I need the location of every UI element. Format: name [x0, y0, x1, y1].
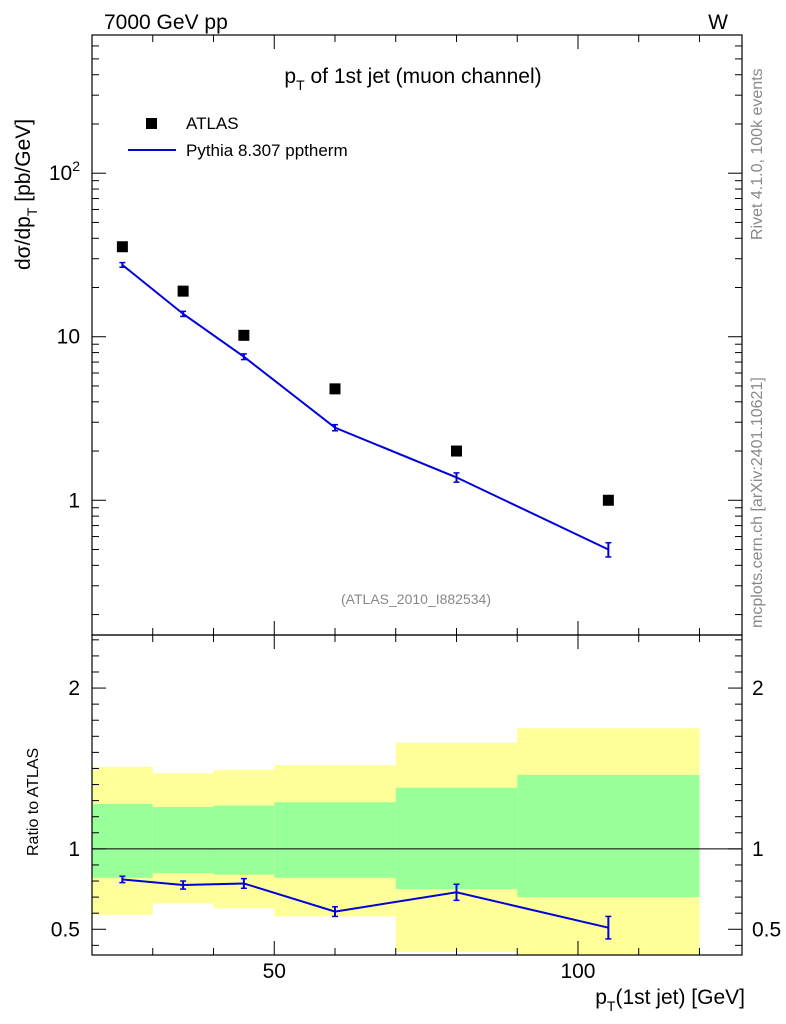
- xlabel-main: p: [595, 986, 607, 1009]
- ratio-tick-label-right: 1: [752, 838, 764, 861]
- ratio-tick-label-left: 1: [68, 838, 80, 861]
- band-stat: [517, 774, 700, 898]
- band-stat: [395, 787, 518, 890]
- ylabel-sub: T: [24, 207, 40, 216]
- data-point: [116, 241, 128, 253]
- ratio-tick-label-left: 0.5: [51, 918, 80, 941]
- source-label: mcplots.cern.ch [arXiv:2401.10621]: [749, 377, 766, 628]
- legend-mc-label: Pythia 8.307 pptherm: [186, 141, 348, 160]
- rivet-label: Rivet 4.1.0, 100k events: [749, 68, 766, 240]
- band-stat: [152, 807, 214, 873]
- title-rest: of 1st jet (muon channel): [305, 65, 542, 88]
- title-sub: T: [296, 77, 305, 93]
- y-axis-label: dσ/dpT [pb/GeV]: [12, 119, 40, 270]
- data-point: [450, 445, 462, 457]
- ylabel-main: dσ/dp: [12, 216, 35, 270]
- data-series: [116, 241, 614, 506]
- ratio-line: [122, 878, 609, 929]
- plot-frames: [91, 34, 743, 956]
- ratio-frame: [91, 634, 743, 956]
- analysis-id: (ATLAS_2010_I882534): [341, 591, 491, 607]
- mc-line: [121, 264, 609, 551]
- data-point: [602, 494, 614, 506]
- ratio-tick-label-right: 2: [752, 677, 764, 700]
- legend-data-marker: [146, 118, 157, 129]
- data-point: [238, 329, 250, 341]
- data-point: [177, 285, 189, 297]
- x-tick-label: 100: [560, 960, 595, 983]
- x-tick-label: 50: [263, 960, 286, 983]
- band-stat: [92, 803, 153, 878]
- legend-data-label: ATLAS: [186, 114, 239, 133]
- y-tick-label: 10: [57, 326, 80, 349]
- ylabel-rest: [pb/GeV]: [12, 119, 35, 208]
- y-tick-label: 1: [68, 489, 80, 512]
- xlabel-sub: T: [607, 998, 616, 1014]
- title-main: p: [284, 65, 296, 88]
- y-tick-label: 102: [49, 158, 80, 185]
- ratio-tick-label-left: 2: [68, 677, 80, 700]
- chart-title: pT of 1st jet (muon channel): [284, 65, 541, 93]
- band-stat: [274, 802, 396, 878]
- energy-label: 7000 GeV pp: [104, 11, 228, 34]
- ratio-bands: [92, 728, 742, 955]
- data-point: [329, 383, 341, 395]
- x-axis-label: pT(1st jet) [GeV]: [595, 986, 745, 1014]
- process-label: W: [708, 11, 728, 34]
- mc-series: [119, 261, 612, 940]
- xlabel-rest: (1st jet) [GeV]: [615, 986, 745, 1009]
- ratio-tick-label-right: 0.5: [752, 918, 781, 941]
- ratio-y-axis-label: Ratio to ATLAS: [25, 748, 42, 856]
- band-stat: [213, 805, 275, 875]
